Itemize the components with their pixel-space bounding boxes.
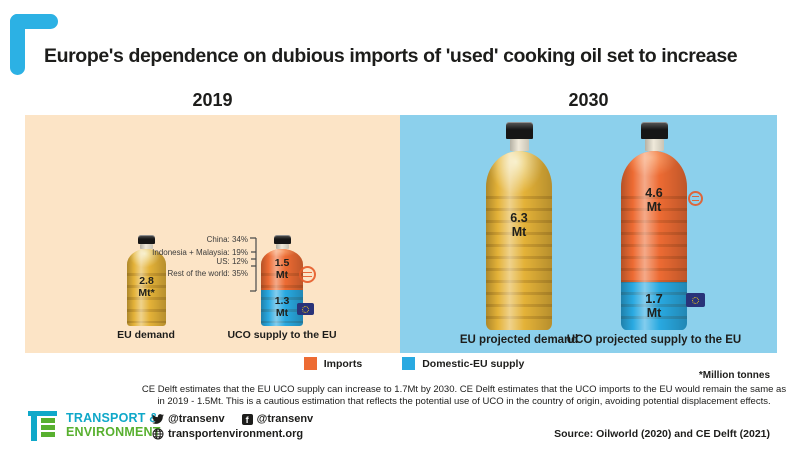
bottle-body: 4.6 Mt 1.7 Mt: [621, 151, 687, 330]
methodology-note: CE Delft estimates that the EU UCO suppl…: [141, 384, 787, 407]
panel-2019-background: [25, 115, 400, 353]
unit-text: Mt: [646, 305, 662, 320]
facebook-handle: @transenv: [256, 413, 314, 425]
bottle-neck: [275, 244, 289, 249]
corner-bracket-decoration: [10, 14, 25, 75]
social-links: @transenv f @transenv transportenvironme…: [152, 413, 325, 443]
segment-eu-demand: 2.8 Mt*: [127, 249, 166, 326]
twitter-handle: @transenv: [168, 413, 225, 425]
unit-text: Mt: [275, 268, 289, 281]
bottle-cap: [273, 235, 291, 244]
import-stamp-icon: [688, 191, 703, 206]
website-url: transportenvironment.org: [168, 428, 304, 440]
page-title: Europe's dependence on dubious imports o…: [44, 45, 738, 67]
import-stamp-icon: [299, 266, 316, 283]
legend-item-domestic: Domestic-EU supply: [402, 357, 524, 370]
te-logo-icon: [28, 411, 58, 442]
bottle-body: 1.5 Mt 1.3 Mt: [261, 249, 303, 326]
value-label-domestic-2030: 1.7 Mt: [645, 292, 662, 320]
panel-header-2019: 2019: [192, 90, 233, 110]
unit-text: Mt: [511, 224, 527, 239]
unit-text: Mt: [646, 200, 662, 215]
bottle-eu-projected-demand-2030: 6.3 Mt: [486, 122, 552, 330]
value-text: 1.3: [274, 295, 290, 308]
eu-flag-icon: [686, 293, 705, 307]
caption-uco-projected-supply: UCO projected supply to the EU: [566, 334, 742, 346]
panel-header-2030: 2030: [568, 90, 609, 110]
value-label-eu-demand-2019: 2.8 Mt*: [138, 274, 155, 300]
value-text: 1.5: [274, 256, 290, 269]
legend: Imports Domestic-EU supply: [14, 357, 800, 370]
bottle-cap: [138, 235, 155, 244]
logo-text-transport: TRANSPORT &: [66, 411, 159, 425]
unit-text: Mt*: [138, 286, 155, 299]
panel-2030-background: [400, 115, 777, 353]
value-text: 4.6: [645, 186, 663, 201]
annotation-indonesia-malaysia: Indonesia + Malaysia: 19%: [152, 248, 248, 257]
breakdown-bracket: [250, 237, 257, 292]
annotation-us: US: 12%: [216, 257, 248, 266]
legend-label-domestic: Domestic-EU supply: [422, 357, 525, 370]
value-text: 2.8: [139, 274, 154, 287]
legend-label-imports: Imports: [323, 357, 363, 370]
value-label-domestic-2019: 1.3 Mt: [275, 296, 290, 320]
footnote-million-tonnes: *Million tonnes: [698, 370, 770, 381]
bottle-body: 6.3 Mt: [486, 151, 552, 330]
annotation-rest-of-world: Rest of the world: 35%: [167, 269, 248, 278]
caption-eu-projected-demand: EU projected demand: [459, 334, 579, 346]
twitter-link[interactable]: @transenv: [152, 413, 225, 425]
bottle-neck: [644, 139, 664, 151]
value-text: 6.3: [510, 210, 528, 225]
annotation-china: China: 34%: [206, 235, 248, 244]
segment-domestic-2019: 1.3 Mt: [261, 290, 303, 326]
bottle-cap: [505, 122, 533, 139]
source-credit: Source: Oilworld (2020) and CE Delft (20…: [554, 428, 770, 440]
twitter-bird-icon: [152, 414, 164, 424]
bottle-uco-projected-supply-2030: 4.6 Mt 1.7 Mt: [621, 122, 687, 330]
bottle-eu-demand-2019: 2.8 Mt*: [127, 235, 166, 326]
value-label-eu-demand-2030: 6.3 Mt: [510, 211, 527, 239]
segment-domestic-2030: 1.7 Mt: [621, 281, 687, 330]
transport-environment-logo: TRANSPORT & ENVIRONMENT: [28, 411, 161, 442]
website-link[interactable]: transportenvironment.org: [152, 428, 303, 440]
bottle-cap: [640, 122, 668, 139]
caption-uco-supply: UCO supply to the EU: [227, 329, 337, 341]
eu-flag-icon: [297, 303, 314, 315]
legend-swatch-domestic: [402, 357, 416, 370]
segment-imports-2030: 4.6 Mt: [621, 151, 687, 282]
value-label-imports-2019: 1.5 Mt: [274, 256, 290, 282]
value-text: 1.7: [645, 291, 663, 306]
segment-imports-2019: 1.5 Mt: [261, 249, 303, 291]
value-label-imports-2030: 4.6 Mt: [645, 186, 662, 214]
facebook-icon: f: [241, 413, 253, 425]
legend-swatch-imports: [303, 357, 317, 370]
logo-text-environment: ENVIRONMENT: [66, 425, 161, 440]
unit-text: Mt: [275, 307, 289, 320]
caption-eu-demand: EU demand: [117, 329, 175, 341]
legend-item-imports: Imports: [303, 357, 363, 370]
globe-icon: [152, 428, 164, 440]
bottle-neck: [140, 244, 153, 249]
facebook-link[interactable]: f @transenv: [241, 413, 314, 425]
segment-eu-projected-demand: 6.3 Mt: [486, 151, 552, 330]
bottle-uco-supply-2019: 1.5 Mt 1.3 Mt: [261, 235, 303, 326]
bottle-body: 2.8 Mt*: [127, 249, 166, 326]
bottle-neck: [509, 139, 529, 151]
